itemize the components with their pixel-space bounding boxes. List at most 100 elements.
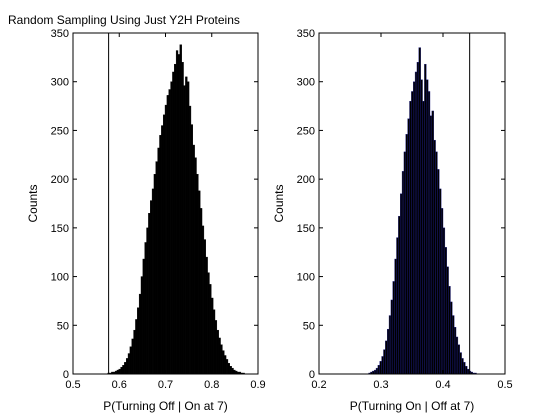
left-y-tick-label: 150 [51,223,69,235]
right-histogram-bar [388,315,392,375]
right-histogram-bar [409,100,412,375]
left-histogram-bar [216,329,219,375]
left-histogram-bar [170,81,173,375]
left-y-tick-label: 250 [51,125,69,137]
right-histogram-bar [401,171,405,375]
left-histogram-bar [120,366,123,375]
left-histogram-bar [144,242,147,375]
right-histogram-bar [446,266,449,375]
right-histogram-bar [373,369,377,375]
right-histogram-bar [437,169,440,375]
left-histogram-bar [209,284,212,375]
right-histogram-bar [381,356,384,375]
left-histogram-bar [142,258,145,375]
left-histogram-bar [211,297,214,375]
left-histogram-bar [220,344,223,375]
left-histogram-bar [196,174,199,375]
right-x-tick-label: 0.4 [435,379,450,391]
left-histogram-bar [175,50,179,375]
left-histogram-bar [150,200,153,375]
right-histogram-bar [461,358,464,375]
left-histogram-bar [137,307,140,375]
right-histogram-bar [435,151,438,375]
right-histogram-bar [457,344,460,375]
left-histogram-bar [162,114,166,375]
right-axis-ticks: 0.2 0.3 0.4 0.5 0 50 100 150 200 250 300 350 [297,28,513,391]
left-histogram-bar [179,44,182,375]
right-histogram-bar [433,139,436,375]
left-histogram-bar [183,85,186,375]
left-histogram-bar [194,157,197,375]
right-histogram-bar [440,208,444,375]
left-histogram-bar [127,353,131,375]
left-histogram-bar [135,319,138,375]
left-histogram-bar [155,161,158,375]
left-histogram-bar [159,135,162,375]
left-histogram-bar [172,71,175,375]
left-histogram-bar [203,239,206,375]
left-histogram-bar [199,208,203,375]
right-y-axis-label: Counts [272,184,286,222]
left-histogram-bar [188,105,192,375]
right-histogram-panel: 0.2 0.3 0.4 0.5 0 50 100 150 200 250 300 350 P(Turn… [272,28,513,413]
left-histogram-bar [177,54,181,375]
right-histogram-bar [407,118,410,375]
right-y-tick-label: 350 [297,28,315,40]
right-histogram-bar [403,151,407,375]
left-histogram-bar [233,369,236,375]
left-histogram-bar [138,293,142,375]
right-histogram-bar [418,47,421,375]
right-histogram-bar [459,352,462,375]
right-histogram-bar [453,327,457,375]
right-histogram-bar [383,349,386,375]
right-histogram-bar [416,62,420,375]
left-histogram-bar [116,369,119,375]
right-x-axis-label: P(Turning On | Off at 7) [350,399,475,413]
left-x-tick-label: 0.8 [204,379,219,391]
left-histogram-bar [229,366,232,375]
left-histogram-bar [153,174,156,375]
left-histogram-bar [222,350,225,375]
right-histogram-bar [450,301,453,375]
left-histogram-bar [231,367,234,375]
right-y-tick-label: 300 [297,77,315,89]
left-histogram-bar [218,337,221,375]
right-y-tick-label: 200 [297,174,315,186]
left-histogram-bar [164,104,168,375]
left-histogram-bar [168,89,171,375]
right-histogram-bar [411,91,414,375]
right-histogram-bar [398,215,401,375]
right-histogram-bar [420,79,423,375]
right-histogram-bar [422,100,425,375]
right-histogram-bar [444,247,447,375]
left-histogram-bar [190,124,193,375]
right-histogram-bar [439,188,442,375]
left-histogram-bar [125,358,129,375]
left-histogram-bar [148,213,151,375]
right-histogram-bar [426,79,429,375]
right-histogram-bar [387,328,390,375]
right-histogram-bar [463,362,466,375]
right-histogram-bar [455,336,459,375]
right-histogram-bar [377,365,380,375]
right-y-tick-label: 0 [309,369,315,381]
right-histogram-bar [452,315,455,375]
right-histogram-bar [390,299,393,375]
left-x-axis-label: P(Turning Off | On at 7) [103,399,228,413]
right-histogram-bar [466,368,470,375]
left-histogram-bar [129,346,132,375]
right-y-tick-label: 150 [297,223,315,235]
right-histogram-bar [405,134,408,375]
right-histogram-bar [400,193,403,375]
left-histogram-bar [151,188,155,375]
right-x-tick-label: 0.5 [497,379,512,391]
left-histogram-bar [192,144,195,375]
left-histogram-bar [214,320,218,375]
right-y-tick-label: 50 [303,320,315,332]
left-histogram-bar [185,76,188,375]
left-axis-ticks: 0.5 0.6 0.7 0.8 0.9 0 50 100 150 200 250 300 350 [51,28,266,391]
right-x-tick-label: 0.3 [373,379,388,391]
right-histogram-bar [396,237,399,375]
